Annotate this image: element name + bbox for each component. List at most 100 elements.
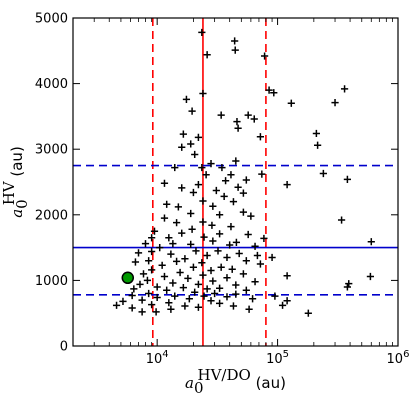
data-point [239,270,247,278]
data-point [198,163,206,172]
data-point [343,283,351,291]
data-point [181,255,189,263]
data-point [130,285,138,293]
data-point [212,186,220,195]
x-tick-label: 104 [146,349,169,367]
data-point [198,28,206,37]
data-point [233,118,241,126]
data-point [167,305,175,313]
data-point [194,133,203,141]
data-point [153,293,161,302]
x-tick-label: 106 [387,349,410,367]
data-point [283,272,291,280]
data-point [217,263,225,271]
data-point [178,184,186,192]
data-point [234,124,242,132]
data-point [319,169,327,178]
data-point [182,95,191,103]
data-point [188,225,196,233]
data-point [187,240,195,248]
axes-frame [72,17,399,347]
data-point [150,227,159,235]
data-point [189,188,198,197]
data-point [207,160,215,168]
data-point [191,288,199,296]
data-point [242,176,250,184]
data-point [340,85,349,93]
data-point [172,219,181,227]
data-point [171,292,179,300]
y-tick-label: 2000 [35,208,68,223]
data-point [314,141,322,149]
data-point [139,270,148,278]
data-point [228,265,236,273]
data-point [153,283,161,291]
data-point [209,277,217,285]
data-point [128,304,136,312]
data-point [214,247,222,255]
data-point [179,284,187,292]
data-point [178,229,186,237]
data-point [216,299,224,307]
data-point [234,183,242,191]
data-point [251,242,259,250]
data-point [203,51,211,59]
data-point [232,281,240,289]
data-point [223,293,231,301]
data-point [235,249,243,258]
data-point [250,115,258,123]
data-point [218,163,226,172]
data-point [211,289,219,298]
data-point [258,170,266,178]
data-point [200,292,208,300]
data-point [207,297,215,305]
data-point [343,175,351,183]
data-point [227,171,235,179]
data-point [209,237,217,245]
data-point [176,268,184,277]
axis-labels: 0 1000 2000 3000 4000 5000 104 105 106 a0HV/DO (a… [0,12,409,398]
data-point [138,308,146,316]
data-point [242,286,250,294]
data-point [242,257,250,265]
data-point [278,301,287,309]
data-point [158,261,166,269]
data-point [188,107,196,115]
data-point [312,129,320,138]
data-point [216,284,224,292]
data-point [143,276,152,284]
data-point [192,247,200,255]
data-point [169,240,177,248]
data-point [138,296,146,304]
data-point [187,140,195,148]
y-tick-label: 0 [60,340,68,355]
data-point [174,203,182,211]
data-point [189,263,198,271]
data-point [223,253,231,262]
data-point [248,295,257,303]
data-point [167,250,175,258]
data-point [160,214,169,222]
data-point [199,218,207,226]
data-point [187,209,195,218]
data-point [265,86,273,94]
data-point [256,133,265,141]
data-point [227,223,235,231]
data-point [148,266,156,274]
data-point [260,52,269,60]
data-point [283,297,291,305]
data-point [203,285,211,293]
data-point [191,150,199,159]
axes-box [72,17,399,347]
data-point [245,305,253,313]
data-point [119,297,127,305]
data-point [179,130,187,138]
x-axis-label: a0HV/DO (au) [185,366,286,397]
data-point [184,274,192,283]
data-point [251,278,259,286]
data-point [283,181,291,189]
data-point [209,202,217,210]
data-point [160,272,169,281]
data-point [169,279,177,287]
